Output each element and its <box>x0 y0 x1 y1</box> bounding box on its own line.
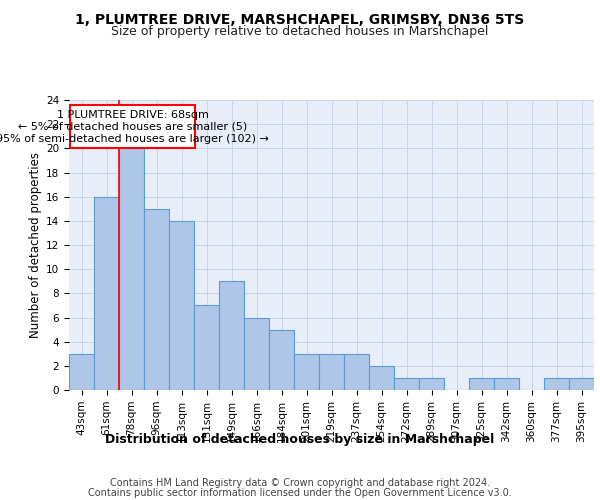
Bar <box>169 221 194 390</box>
Text: Size of property relative to detached houses in Marshchapel: Size of property relative to detached ho… <box>112 25 488 38</box>
Bar <box>70 105 195 148</box>
Text: Contains HM Land Registry data © Crown copyright and database right 2024.: Contains HM Land Registry data © Crown c… <box>110 478 490 488</box>
Bar <box>219 281 244 390</box>
Bar <box>344 354 369 390</box>
Bar <box>94 196 119 390</box>
Bar <box>144 209 169 390</box>
Text: 1 PLUMTREE DRIVE: 68sqm: 1 PLUMTREE DRIVE: 68sqm <box>57 110 209 120</box>
Bar <box>194 306 219 390</box>
Text: 95% of semi-detached houses are larger (102) →: 95% of semi-detached houses are larger (… <box>0 134 269 143</box>
Bar <box>69 354 94 390</box>
Bar <box>469 378 494 390</box>
Bar <box>569 378 594 390</box>
Bar <box>419 378 444 390</box>
Bar <box>244 318 269 390</box>
Bar <box>269 330 294 390</box>
Bar <box>394 378 419 390</box>
Bar <box>294 354 319 390</box>
Bar <box>544 378 569 390</box>
Text: ← 5% of detached houses are smaller (5): ← 5% of detached houses are smaller (5) <box>18 122 247 132</box>
Bar <box>369 366 394 390</box>
Bar <box>494 378 519 390</box>
Bar <box>119 148 144 390</box>
Y-axis label: Number of detached properties: Number of detached properties <box>29 152 42 338</box>
Bar <box>319 354 344 390</box>
Text: Distribution of detached houses by size in Marshchapel: Distribution of detached houses by size … <box>106 432 494 446</box>
Text: Contains public sector information licensed under the Open Government Licence v3: Contains public sector information licen… <box>88 488 512 498</box>
Text: 1, PLUMTREE DRIVE, MARSHCHAPEL, GRIMSBY, DN36 5TS: 1, PLUMTREE DRIVE, MARSHCHAPEL, GRIMSBY,… <box>76 12 524 26</box>
